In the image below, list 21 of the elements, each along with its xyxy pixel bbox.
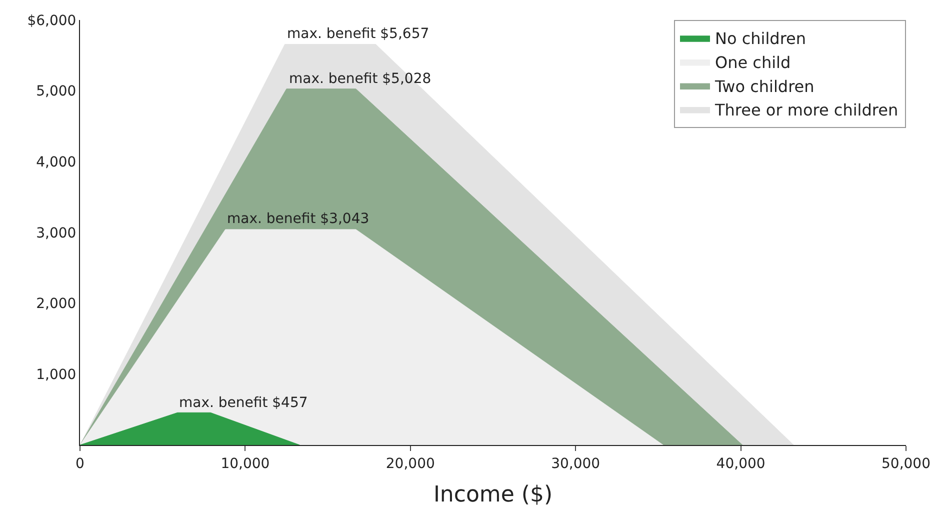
legend-label: One child [715,52,791,72]
x-axis-title: Income ($) [433,482,553,508]
x-tick-label: 50,000 [882,456,930,472]
y-tick-label: 3,000 [36,225,76,242]
legend-label: Three or more children [714,100,898,120]
annotation: max. benefit $457 [179,395,308,411]
y-tick-label: 2,000 [36,296,76,312]
y-tick-label: $6,000 [27,12,76,29]
x-tick-label: 0 [76,456,84,472]
y-tick-label: 5,000 [36,84,76,100]
y-tick-label: 4,000 [36,154,76,171]
legend-label: Two children [714,76,814,96]
x-tick-label: 20,000 [386,456,435,472]
y-tick-label: 1,000 [36,367,76,384]
x-tick-label: 30,000 [551,456,600,472]
x-tick-label: 10,000 [220,456,270,472]
legend-label: No children [715,29,806,48]
x-tick-label: 40,000 [716,456,766,472]
annotation: max. benefit $5,657 [287,26,430,42]
annotation: max. benefit $3,043 [227,211,370,227]
annotation: max. benefit $5,028 [289,71,432,87]
